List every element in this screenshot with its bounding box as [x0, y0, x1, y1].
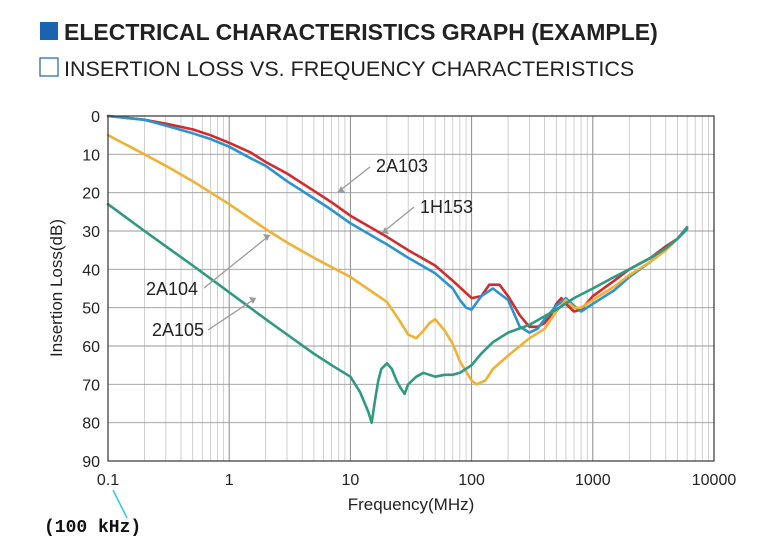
y-tick-label: 90 — [82, 454, 100, 471]
x-tick-label: 10000 — [692, 472, 737, 489]
origin-note: (100 kHz) — [44, 518, 141, 538]
y-tick-label: 60 — [82, 339, 100, 356]
callout-pointer — [337, 166, 371, 193]
x-tick-label: 10 — [342, 472, 360, 489]
y-tick-label: 10 — [82, 147, 100, 164]
y-tick-labels: 0 10 20 30 40 50 60 70 80 90 — [82, 109, 100, 471]
series-label-2a104: 2A104 — [146, 279, 198, 299]
y-tick-label: 50 — [82, 301, 100, 318]
origin-note-pointer — [112, 489, 128, 519]
series-label-2a105: 2A105 — [152, 320, 204, 340]
x-tick-label: 0.1 — [97, 472, 119, 489]
chart-title: ELECTRICAL CHARACTERISTICS GRAPH (EXAMPL… — [64, 19, 658, 45]
series-label-1h153: 1H153 — [420, 197, 473, 217]
series-group — [106, 114, 689, 424]
series-line-2a103 — [106, 114, 689, 329]
series-line-2a105 — [106, 202, 689, 424]
callout-arrowhead — [249, 297, 256, 304]
y-tick-label: 0 — [91, 109, 100, 126]
y-tick-label: 70 — [82, 377, 100, 394]
y-tick-label: 80 — [82, 416, 100, 433]
x-tick-label: 1 — [225, 472, 234, 489]
series-line-1h153 — [106, 114, 689, 334]
y-tick-label: 30 — [82, 224, 100, 241]
x-axis-label: Frequency(MHz) — [348, 495, 475, 514]
subtitle-marker — [39, 57, 59, 77]
callout-arrowhead — [382, 227, 389, 234]
x-tick-label: 1000 — [575, 472, 611, 489]
callout-arrowhead — [263, 234, 270, 241]
chart-subtitle: INSERTION LOSS VS. FREQUENCY CHARACTERIS… — [64, 57, 634, 81]
callout-pointer — [207, 297, 257, 331]
series-callouts: 2A103 1H153 2A104 2A105 — [146, 156, 473, 340]
y-axis-label: Insertion Loss(dB) — [47, 219, 66, 357]
series-label-2a103: 2A103 — [376, 156, 428, 176]
x-tick-label: 100 — [458, 472, 485, 489]
callout-arrowhead — [338, 186, 345, 193]
title-marker — [40, 22, 58, 40]
callout-pointer — [203, 234, 271, 289]
y-tick-label: 40 — [82, 262, 100, 279]
plot-frame — [107, 115, 715, 462]
y-tick-label: 20 — [82, 186, 100, 203]
x-tick-labels: 0.1 1 10 100 1000 10000 — [97, 472, 736, 489]
series-line-2a104 — [106, 133, 689, 386]
callout-pointer — [381, 206, 415, 234]
